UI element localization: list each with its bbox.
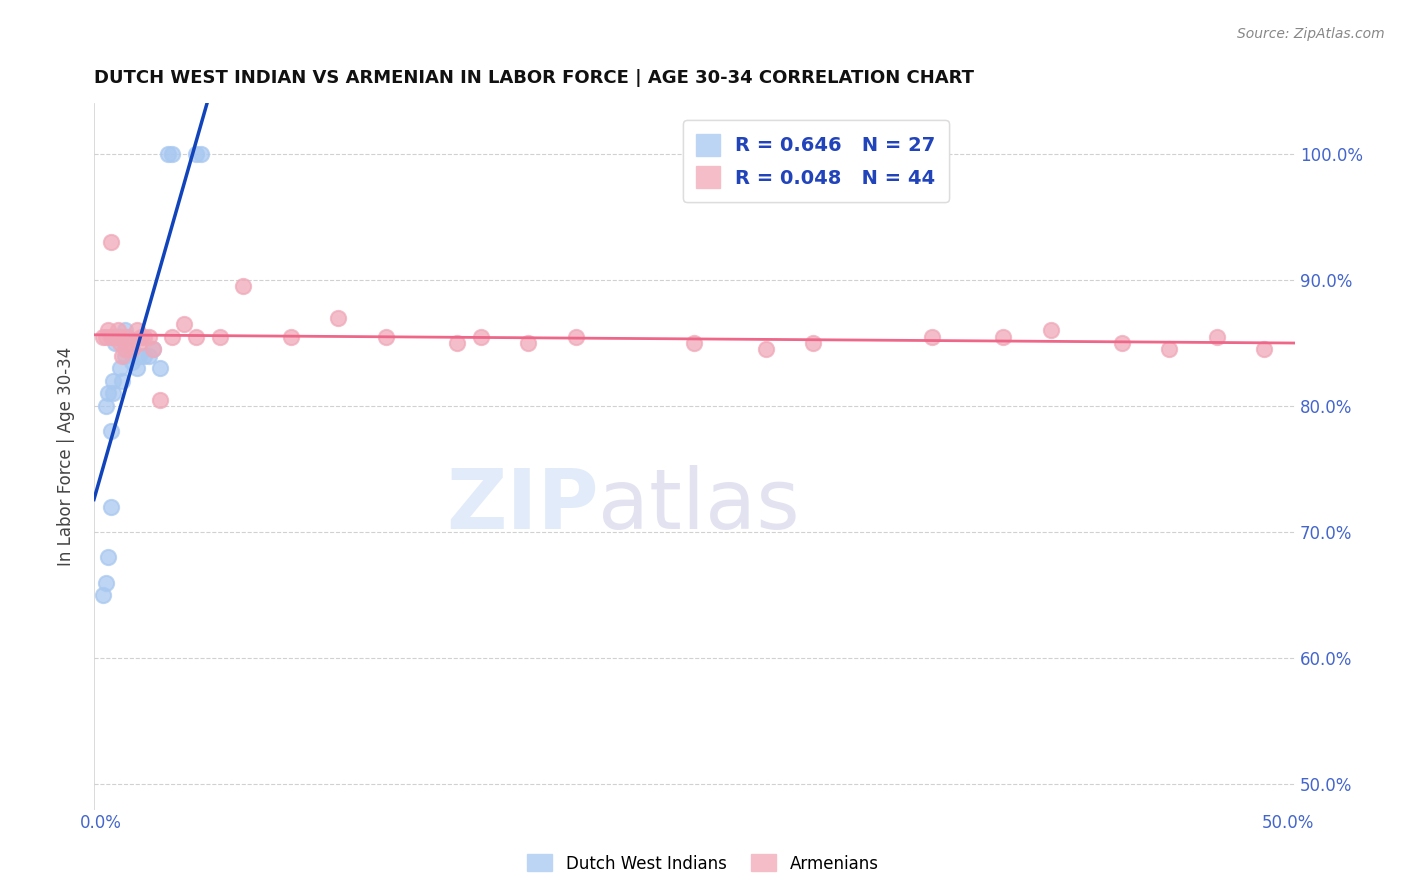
Point <box>114 323 136 337</box>
Point <box>1111 335 1133 350</box>
Point <box>280 329 302 343</box>
Point <box>97 386 120 401</box>
Point <box>184 329 207 343</box>
Point <box>128 349 150 363</box>
Point <box>138 349 160 363</box>
Point <box>107 329 129 343</box>
Point <box>111 374 134 388</box>
Point <box>125 361 148 376</box>
Point <box>755 343 778 357</box>
Point <box>232 279 254 293</box>
Legend: Dutch West Indians, Armenians: Dutch West Indians, Armenians <box>520 847 886 880</box>
Point <box>149 392 172 407</box>
Point <box>683 335 706 350</box>
Point <box>121 343 143 357</box>
Point <box>111 349 134 363</box>
Point <box>991 329 1014 343</box>
Point <box>132 349 155 363</box>
Point <box>118 335 141 350</box>
Point <box>125 323 148 337</box>
Point <box>1205 329 1227 343</box>
Point <box>131 329 153 343</box>
Point <box>114 343 136 357</box>
Point <box>1039 323 1062 337</box>
Point <box>93 329 115 343</box>
Point <box>208 329 231 343</box>
Point <box>121 355 143 369</box>
Point <box>107 323 129 337</box>
Point <box>190 146 212 161</box>
Point <box>101 374 124 388</box>
Point <box>162 146 184 161</box>
Point <box>94 399 117 413</box>
Point <box>97 323 120 337</box>
Point <box>328 310 350 325</box>
Point <box>100 329 122 343</box>
Point <box>128 335 150 350</box>
Text: ZIP: ZIP <box>446 466 599 547</box>
Point <box>104 335 127 350</box>
Point <box>142 343 165 357</box>
Point <box>94 575 117 590</box>
Point <box>100 500 122 514</box>
Point <box>184 146 207 161</box>
Point <box>374 329 396 343</box>
Point <box>517 335 540 350</box>
Point <box>115 329 138 343</box>
Point <box>142 343 165 357</box>
Point <box>446 335 468 350</box>
Text: atlas: atlas <box>599 466 800 547</box>
Point <box>100 235 122 249</box>
Text: Source: ZipAtlas.com: Source: ZipAtlas.com <box>1237 27 1385 41</box>
Point <box>149 361 172 376</box>
Point <box>100 424 122 438</box>
Point <box>470 329 492 343</box>
Point <box>162 329 184 343</box>
Point <box>1253 343 1275 357</box>
Point <box>921 329 943 343</box>
Point <box>104 329 127 343</box>
Y-axis label: In Labor Force | Age 30-34: In Labor Force | Age 30-34 <box>58 347 75 566</box>
Point <box>801 335 824 350</box>
Point <box>138 329 160 343</box>
Point <box>114 349 136 363</box>
Point <box>1159 343 1181 357</box>
Point <box>108 361 131 376</box>
Point <box>108 329 131 343</box>
Point <box>97 550 120 565</box>
Point <box>93 588 115 602</box>
Point <box>132 329 155 343</box>
Point <box>115 329 138 343</box>
Point <box>94 329 117 343</box>
Point <box>156 146 179 161</box>
Point <box>101 386 124 401</box>
Text: DUTCH WEST INDIAN VS ARMENIAN IN LABOR FORCE | AGE 30-34 CORRELATION CHART: DUTCH WEST INDIAN VS ARMENIAN IN LABOR F… <box>94 69 974 87</box>
Point <box>173 317 195 331</box>
Point <box>101 329 124 343</box>
Point <box>565 329 588 343</box>
Legend: R = 0.646   N = 27, R = 0.048   N = 44: R = 0.646 N = 27, R = 0.048 N = 44 <box>683 120 949 202</box>
Point <box>108 335 131 350</box>
